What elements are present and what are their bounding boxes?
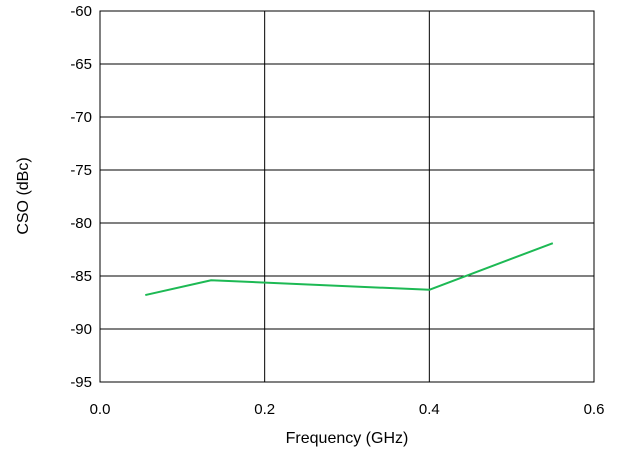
x-axis-label: Frequency (GHz) [286,430,409,447]
y-axis-ticks: -60 -65 -70 -75 -80 -85 -90 -95 [70,3,92,391]
grid-lines [100,11,594,382]
y-axis-label: CSO (dBc) [15,157,32,234]
series-line [145,242,554,297]
y-tick-label: -85 [70,268,92,285]
y-tick-label: -60 [70,3,92,20]
series-layer [145,242,554,297]
x-tick-label: 0.2 [254,401,275,418]
x-tick-label: 0.4 [419,401,440,418]
y-tick-label: -70 [70,109,92,126]
x-axis-ticks: 0.0 0.2 0.4 0.6 [90,401,605,418]
y-tick-label: -95 [70,374,92,391]
y-tick-label: -80 [70,215,92,232]
plot-area [99,10,595,383]
y-tick-label: -75 [70,162,92,179]
y-tick-label: -65 [70,56,92,73]
y-tick-label: -90 [70,321,92,338]
x-tick-label: 0.6 [584,401,605,418]
x-tick-label: 0.0 [90,401,111,418]
